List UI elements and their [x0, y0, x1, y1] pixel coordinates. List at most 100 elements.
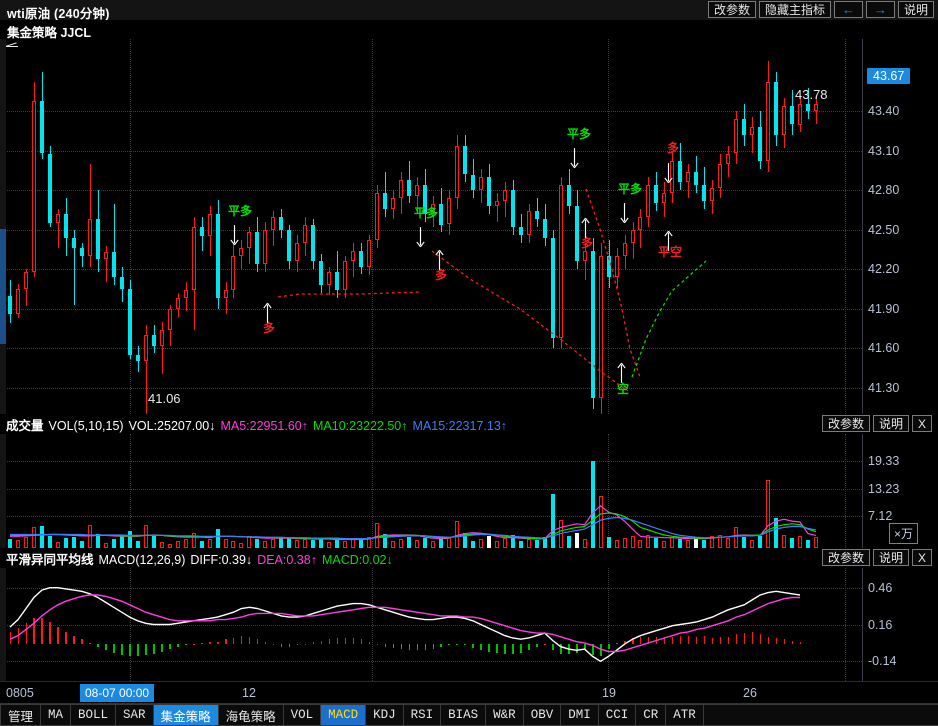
macd-histogram-bar	[288, 644, 291, 647]
price-axis-label: 42.20	[868, 262, 900, 277]
volume-bar	[127, 530, 132, 548]
macd-plot-area[interactable]	[0, 568, 862, 681]
candlestick-body	[646, 185, 651, 217]
volume-gridline	[0, 461, 862, 463]
candlestick-body	[814, 103, 818, 112]
candlestick-body	[359, 250, 364, 267]
macd-histogram-bar	[296, 644, 299, 646]
price-left-gutter[interactable]	[0, 39, 6, 414]
candlestick-body	[694, 171, 699, 186]
price-gridline	[0, 111, 862, 113]
volume-bar	[582, 539, 587, 548]
volume-left-gutter[interactable]	[0, 434, 6, 548]
tab-BIAS[interactable]: BIAS	[441, 704, 487, 726]
macd-histogram-bar	[584, 644, 586, 651]
price-scroll-thumb[interactable]	[0, 229, 6, 344]
macd-histogram-bar	[472, 644, 474, 648]
macd-histogram-bar	[193, 644, 195, 646]
macd-histogram-bar	[608, 644, 610, 650]
next-arrow-icon[interactable]: →	[865, 1, 895, 18]
macd-histogram-bar	[456, 644, 458, 646]
prev-arrow-icon[interactable]: ←	[833, 1, 863, 18]
volume-axis-label: 19.33	[868, 454, 900, 469]
volume-change-params-button[interactable]: 改参数	[821, 415, 870, 432]
volume-axis-label: 7.12	[868, 509, 893, 523]
macd-histogram-bar	[775, 638, 778, 645]
candlestick-body	[159, 329, 164, 346]
volume-bar	[151, 534, 156, 548]
volume-bar	[167, 544, 172, 548]
tab-MACD[interactable]: MACD	[321, 704, 367, 726]
volume-help-button[interactable]: 说明	[872, 415, 909, 432]
price-gridline	[0, 269, 862, 271]
volume-panel[interactable]: 成交量 VOL(5,10,15) VOL:25207.00↓ MA5:22951.60…	[0, 414, 938, 548]
help-button[interactable]: 说明	[897, 1, 934, 18]
tab-KDJ[interactable]: KDJ	[366, 704, 404, 726]
volume-title: 成交量	[6, 419, 44, 433]
tab-CR[interactable]: CR	[636, 704, 667, 726]
macd-histogram-bar	[719, 636, 722, 645]
macd-panel[interactable]: 平滑异同平均线 MACD(12,26,9) DIFF:0.39↓ DEA:0.38↑ M…	[0, 548, 938, 681]
tab-OBV[interactable]: OBV	[523, 704, 562, 726]
macd-histogram-bar	[432, 644, 435, 650]
candlestick-body	[766, 82, 771, 162]
volume-panel-header: 成交量 VOL(5,10,15) VOL:25207.00↓ MA5:22951.60…	[0, 415, 512, 433]
indicator-tab-bar[interactable]: 管理 MA BOLL SAR 集金策略 海龟策略 VOL MACD KDJ RSI BIAS W&R O…	[0, 703, 938, 726]
candlestick-body	[79, 248, 84, 257]
macd-histogram-bar	[759, 634, 762, 645]
candlestick-wick	[225, 282, 227, 314]
tab-SAR[interactable]: SAR	[116, 704, 154, 726]
macd-left-gutter[interactable]	[0, 568, 6, 681]
tab-RSI[interactable]: RSI	[403, 704, 442, 726]
candlestick-body	[774, 82, 779, 135]
candlestick-body	[111, 252, 116, 278]
candlestick-body	[534, 211, 539, 220]
candlestick-body	[95, 219, 100, 259]
price-axis: 43.40 43.10 42.80 42.50 42.20 41.90 41.60 41.30…	[862, 39, 938, 414]
volume-bar	[550, 494, 555, 548]
tab-DMI[interactable]: DMI	[561, 704, 599, 726]
volume-panel-tools: 改参数 说明 X	[821, 415, 932, 432]
candlestick-body	[343, 261, 348, 291]
volume-plot-area[interactable]	[0, 434, 862, 548]
tab-ATR[interactable]: ATR	[666, 704, 704, 726]
tab-MA[interactable]: MA	[41, 704, 72, 726]
volume-bar	[654, 538, 659, 548]
tab-海龟策略[interactable]: 海龟策略	[218, 704, 284, 726]
candlestick-body	[391, 198, 395, 209]
macd-help-button[interactable]: 说明	[872, 549, 909, 566]
macd-axis-label: 0.46	[868, 580, 893, 595]
tab-集金策略[interactable]: 集金策略	[153, 704, 219, 726]
candlestick-body	[614, 256, 619, 278]
volume-close-button[interactable]: X	[911, 415, 932, 432]
change-params-button[interactable]: 改参数	[707, 1, 756, 18]
macd-change-params-button[interactable]: 改参数	[821, 549, 870, 566]
volume-bar	[319, 537, 324, 548]
price-plot-area[interactable]: 43.78 41.06 平多多平多多平多多空平多 平空多	[0, 39, 862, 414]
macd-histogram-bar	[480, 644, 482, 651]
tab-管理[interactable]: 管理	[0, 704, 42, 726]
candlestick-wick	[89, 164, 91, 267]
macd-close-button[interactable]: X	[911, 549, 932, 566]
price-gridline	[0, 229, 862, 231]
macd-histogram-bar	[153, 644, 155, 654]
tab-BOLL[interactable]: BOLL	[71, 704, 117, 726]
time-axis[interactable]: 0805 08-07 00:00 12 19 26	[0, 681, 938, 704]
macd-histogram-bar	[751, 631, 754, 645]
volume-bar	[407, 537, 411, 548]
volume-bar	[367, 536, 372, 548]
volume-bar	[143, 524, 148, 548]
tab-VOL[interactable]: VOL	[283, 704, 322, 726]
hide-main-indicator-button[interactable]: 隐藏主指标	[758, 1, 831, 18]
macd-histogram-bar	[735, 634, 738, 645]
candlestick-body	[367, 240, 372, 267]
volume-bar	[742, 537, 747, 548]
price-panel[interactable]: 43.78 41.06 平多多平多多平多多空平多 平空多 43.40 43.10 42.8…	[0, 39, 938, 414]
volume-unit-label: ×万	[888, 523, 918, 544]
tab-W&R[interactable]: W&R	[486, 704, 524, 726]
macd-histogram-bar	[137, 644, 139, 657]
volume-bar	[431, 540, 435, 548]
macd-macd-value: MACD:0.02↓	[321, 553, 393, 567]
tab-CCI[interactable]: CCI	[598, 704, 637, 726]
arrow-up-icon	[581, 217, 590, 238]
